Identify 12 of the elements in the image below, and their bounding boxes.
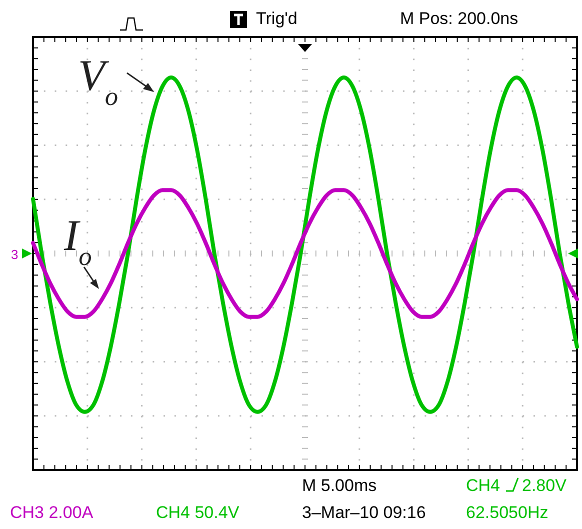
text: 3 xyxy=(11,247,18,262)
annotation: I$_{o}$ xyxy=(63,211,92,271)
text: 3–Mar–10 09:16 xyxy=(302,503,426,522)
text: M 5.00ms xyxy=(302,476,377,495)
text: 62.5050Hz xyxy=(466,503,548,522)
text: CH4 xyxy=(466,476,500,495)
text: CH3 2.00A xyxy=(10,503,94,522)
text: 2.80V xyxy=(522,476,568,495)
text: Trig'd xyxy=(256,9,298,28)
text: M Pos: 200.0ns xyxy=(400,9,518,28)
annotation: V$_{o}$ xyxy=(78,51,118,111)
text: CH4 50.4V xyxy=(156,503,240,522)
